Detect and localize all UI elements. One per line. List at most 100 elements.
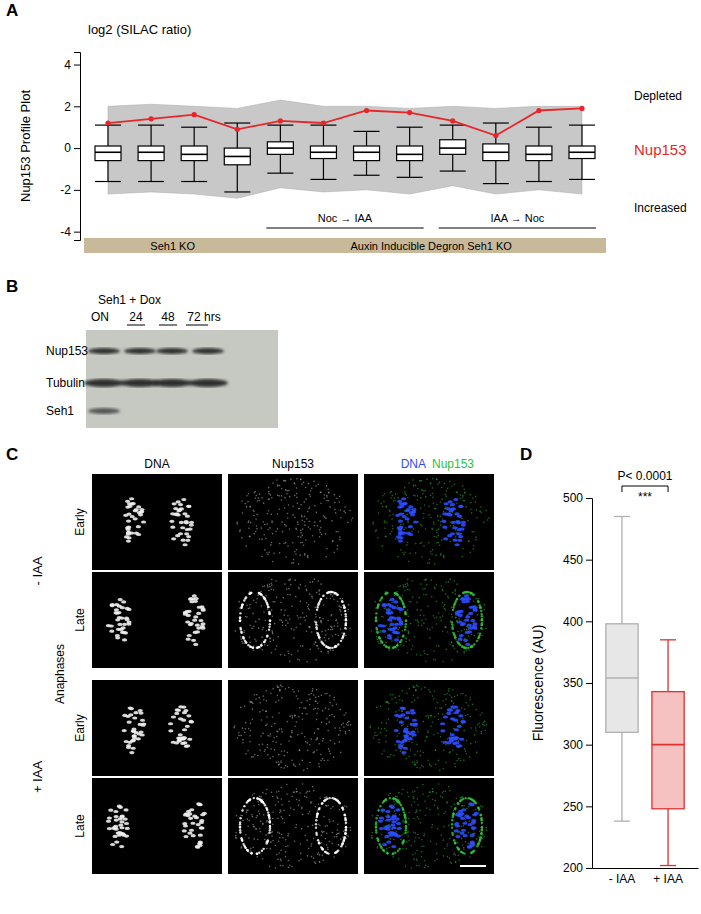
- nup153-rim: [463, 591, 465, 593]
- dna-signal: [129, 497, 134, 500]
- nup153-signal: [334, 625, 336, 627]
- nup153-signal: [416, 654, 418, 656]
- nup153-signal: [267, 584, 269, 586]
- nup153-signal: [300, 478, 302, 480]
- nup153-rim: [264, 598, 266, 600]
- nup153-rim: [477, 600, 479, 602]
- median: [224, 156, 250, 158]
- nup153-signal: [331, 614, 333, 616]
- nup153-signal: [280, 609, 282, 611]
- nup153-signal: [309, 704, 311, 706]
- nup153-signal: [267, 735, 269, 737]
- dna-signal: [193, 615, 198, 618]
- nup153-signal: [334, 716, 336, 718]
- nup153-signal: [297, 523, 299, 525]
- nup153-signal: [320, 620, 322, 622]
- nup153-signal: [405, 527, 407, 529]
- nup153-signal: [271, 652, 273, 654]
- nup153-rim: [470, 646, 472, 648]
- nup153-signal: [483, 609, 485, 611]
- nup153-signal: [296, 497, 298, 499]
- dna-signal: [182, 711, 187, 714]
- nup153-signal: [326, 693, 328, 695]
- nup153-signal: [433, 615, 435, 617]
- nup153-rim: [396, 644, 398, 646]
- micrograph-background: [364, 474, 494, 570]
- nup153-signal: [380, 503, 382, 505]
- nup153-signal: [256, 525, 258, 527]
- nup153-rim: [453, 635, 455, 637]
- dna-signal: [465, 643, 470, 646]
- box: [526, 127, 552, 181]
- nup153-rim: [240, 628, 242, 630]
- dna-signal: [186, 714, 191, 717]
- median: [267, 147, 293, 149]
- nup153-signal: [267, 754, 269, 756]
- nup153-signal: [294, 495, 296, 497]
- nup153-signal: [372, 522, 374, 524]
- nup153-signal: [318, 763, 320, 765]
- dna-signal: [191, 639, 196, 642]
- nup153-signal: [467, 520, 469, 522]
- nup153-signal: [430, 495, 432, 497]
- nup153-signal: [250, 730, 252, 732]
- nup153-signal: [381, 545, 383, 547]
- micrograph-background: [228, 474, 358, 570]
- nup153-signal: [314, 505, 316, 507]
- nup153-signal: [404, 491, 406, 493]
- nup153-signal: [320, 491, 322, 493]
- nup153-signal: [264, 549, 266, 551]
- nup153-signal: [433, 536, 435, 538]
- nup153-signal: [313, 578, 315, 580]
- nup153-signal: [417, 495, 419, 497]
- nup153-signal: [349, 510, 351, 512]
- nup153-signal: [249, 701, 251, 703]
- nup153-rim: [381, 642, 383, 644]
- nup153-signal: [285, 620, 287, 622]
- nup153-rim: [378, 637, 380, 639]
- nup153-signal: [308, 483, 310, 485]
- nup153-signal: [299, 750, 301, 752]
- nup153-signal: [466, 629, 468, 631]
- nup153-signal: [395, 538, 397, 540]
- nup153-signal: [310, 693, 312, 695]
- nup153-signal: [451, 659, 453, 661]
- dna-signal: [115, 612, 120, 615]
- micrograph: [364, 680, 494, 776]
- nup153-signal: [434, 508, 436, 510]
- nup153-signal: [455, 593, 457, 595]
- nup153-signal: [425, 618, 427, 620]
- nup153-signal: [456, 651, 458, 653]
- nup153-signal: [339, 609, 341, 611]
- dna-signal: [396, 618, 401, 621]
- nup153-signal: [455, 617, 457, 619]
- nup153-signal: [337, 625, 339, 627]
- nup153-signal: [249, 735, 251, 737]
- nup153-signal: [246, 616, 248, 618]
- nup153-signal: [435, 508, 437, 510]
- treatment-line: [439, 228, 596, 229]
- nup153-signal: [298, 690, 300, 692]
- nup153-signal: [456, 502, 458, 504]
- nup153-signal: [440, 521, 442, 523]
- nup153-signal: [327, 730, 329, 732]
- nup153-rim: [375, 612, 377, 614]
- dna-signal: [136, 525, 141, 528]
- nup153-rim: [478, 636, 480, 638]
- nup153-signal: [449, 481, 451, 483]
- nup153-signal: [372, 523, 374, 525]
- nup153-signal: [293, 629, 295, 631]
- dna-signal: [398, 528, 403, 531]
- nup153-signal: [481, 731, 483, 733]
- nup153-signal: [347, 724, 349, 726]
- nup153-signal: [269, 735, 271, 737]
- whisker-cap: [95, 181, 121, 182]
- dna-signal: [398, 539, 403, 542]
- box: [569, 125, 595, 179]
- nup153-signal: [267, 529, 269, 531]
- nup153-signal: [287, 615, 289, 617]
- nup153-rim: [250, 592, 252, 594]
- nup153-signal: [308, 694, 310, 696]
- nup153-signal: [295, 553, 297, 555]
- lane-label: 72 hrs: [187, 310, 220, 324]
